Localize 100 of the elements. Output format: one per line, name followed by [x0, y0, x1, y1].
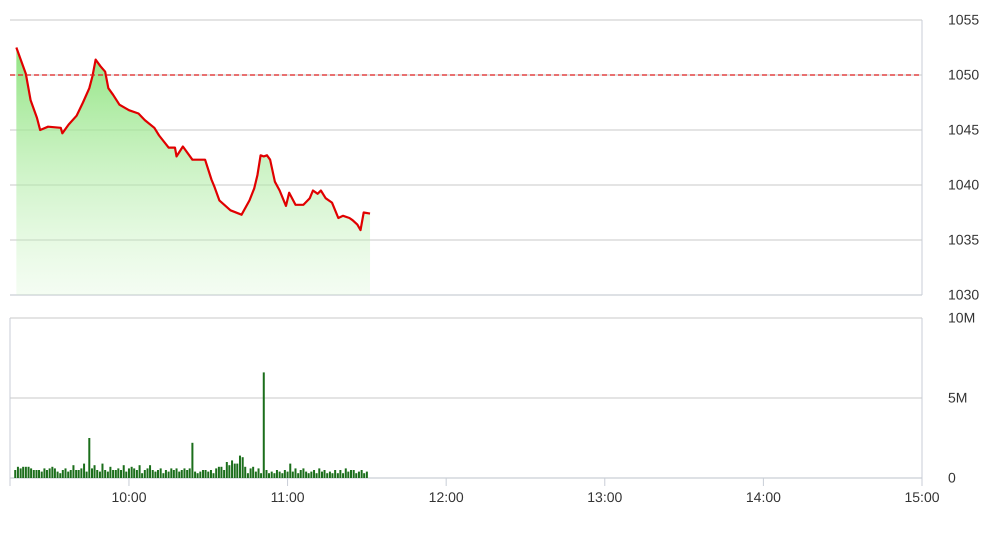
- bar: [270, 472, 273, 478]
- bar: [268, 473, 270, 478]
- x-tick-label: 12:00: [428, 488, 464, 505]
- bar: [28, 466, 30, 478]
- bar: [144, 470, 146, 478]
- bar: [101, 464, 104, 478]
- y-tick-label: 1035: [948, 231, 980, 248]
- bar: [238, 456, 241, 478]
- bar: [67, 472, 70, 478]
- y-tick-label: 10M: [948, 309, 976, 326]
- y-tick-label: 1030: [948, 286, 980, 302]
- bar: [94, 465, 96, 478]
- bar: [191, 442, 194, 478]
- bar: [117, 468, 120, 478]
- bar: [46, 470, 48, 478]
- bar: [164, 470, 167, 478]
- bar: [252, 466, 254, 478]
- bar: [154, 472, 156, 478]
- bar: [215, 468, 218, 478]
- bar: [186, 470, 188, 478]
- bar: [202, 470, 204, 478]
- bar: [366, 472, 368, 478]
- bar: [339, 470, 342, 478]
- bar: [308, 473, 310, 478]
- bar: [138, 465, 141, 478]
- bar: [231, 460, 234, 478]
- bar: [38, 470, 40, 478]
- bar: [20, 468, 22, 478]
- bar: [334, 470, 336, 478]
- bar: [14, 470, 16, 478]
- bar: [133, 468, 136, 478]
- bar: [360, 470, 363, 478]
- bar: [300, 470, 302, 478]
- bar: [178, 472, 180, 478]
- bar: [258, 468, 260, 478]
- bar: [43, 468, 46, 478]
- bar: [204, 470, 207, 478]
- bar: [305, 472, 308, 478]
- bar: [226, 462, 228, 478]
- x-tick-label: 13:00: [587, 488, 623, 505]
- bar: [344, 468, 347, 478]
- x-tick-label: 15:00: [904, 488, 940, 505]
- bar: [78, 470, 80, 478]
- bar: [83, 464, 86, 478]
- bar: [128, 468, 130, 478]
- bar: [170, 468, 172, 478]
- bar: [320, 472, 323, 478]
- bar: [149, 465, 152, 478]
- bar: [352, 470, 355, 478]
- bar: [242, 457, 244, 478]
- bar: [289, 464, 292, 478]
- bar: [347, 472, 350, 478]
- bar: [284, 470, 286, 478]
- bar: [326, 473, 328, 478]
- bar: [72, 465, 74, 478]
- bar: [276, 470, 278, 478]
- bar: [112, 470, 114, 478]
- bar: [310, 472, 312, 478]
- bar: [234, 464, 236, 478]
- bar: [88, 438, 90, 478]
- bar: [32, 470, 35, 478]
- bar: [294, 468, 296, 478]
- bar: [51, 466, 54, 478]
- bar: [48, 468, 51, 478]
- bar: [24, 466, 27, 478]
- bar: [358, 472, 360, 478]
- bar: [220, 466, 222, 478]
- y-tick-label: 1045: [948, 121, 980, 138]
- bar: [262, 372, 265, 478]
- bar: [168, 472, 170, 478]
- bar: [328, 472, 331, 478]
- bar: [324, 470, 326, 478]
- bar: [59, 473, 62, 478]
- bar: [350, 470, 352, 478]
- bar: [281, 473, 284, 478]
- bar: [196, 473, 199, 478]
- bar: [172, 470, 175, 478]
- bar: [207, 472, 210, 478]
- bar: [146, 468, 149, 478]
- x-tick-label: 11:00: [270, 488, 305, 505]
- bar: [156, 470, 159, 478]
- bar: [180, 470, 183, 478]
- y-tick-label: 1055: [948, 11, 980, 28]
- bar: [210, 470, 212, 478]
- bar: [278, 472, 281, 478]
- bar: [114, 470, 117, 478]
- bar: [355, 473, 358, 478]
- bar: [56, 472, 59, 478]
- bar: [363, 473, 366, 478]
- bar: [35, 470, 38, 478]
- bar: [130, 466, 133, 478]
- bar: [54, 468, 56, 478]
- bar: [331, 473, 334, 478]
- bar: [199, 472, 202, 478]
- x-tick-label: 10:00: [111, 488, 147, 505]
- bar: [22, 466, 24, 478]
- bar: [40, 472, 43, 478]
- bar: [313, 470, 316, 478]
- y-tick-label: 1040: [948, 176, 980, 192]
- bar: [273, 473, 276, 478]
